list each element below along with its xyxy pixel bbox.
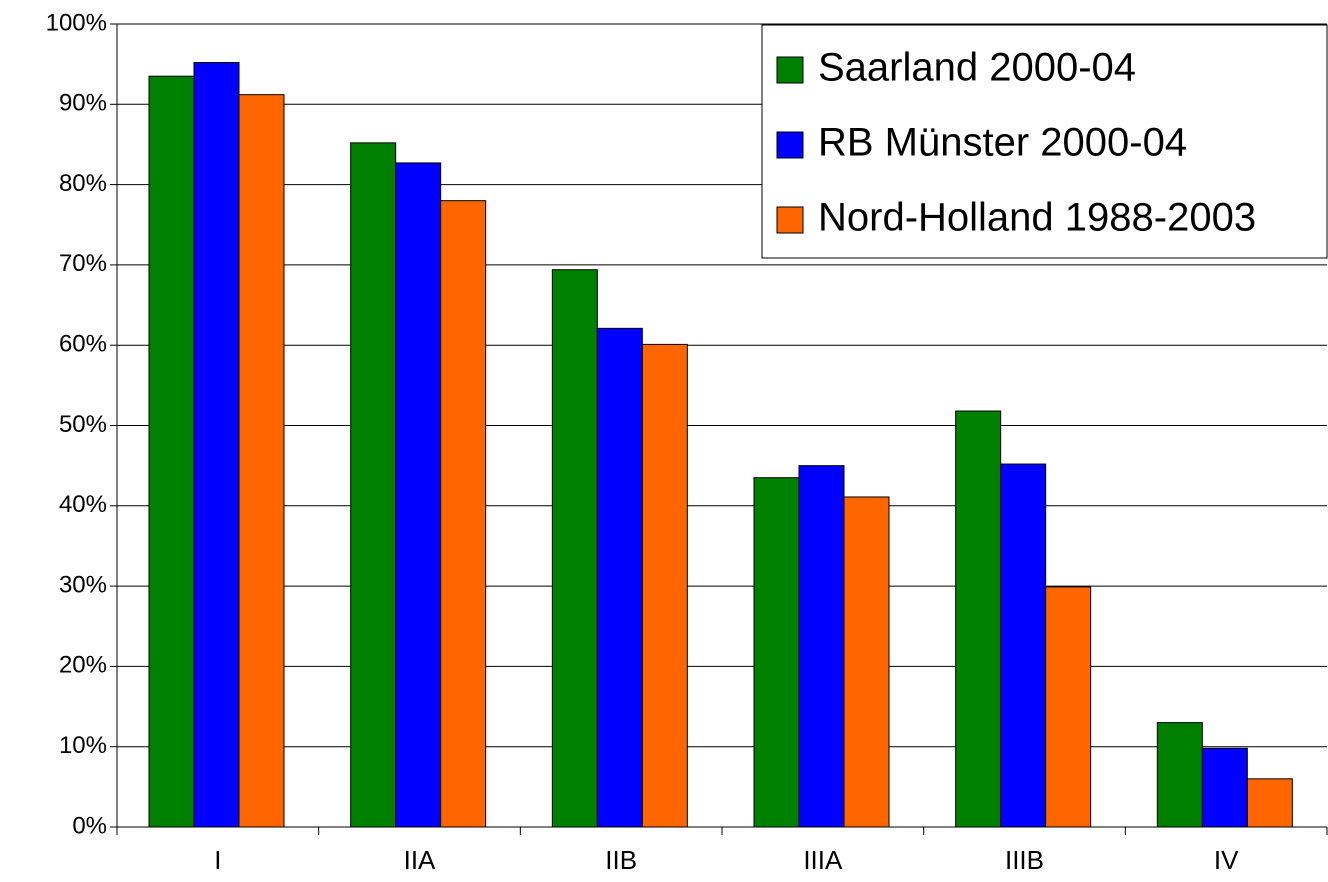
x-tick-label: IIIA (803, 845, 843, 875)
y-tick-label: 20% (59, 652, 107, 679)
bar (1246, 778, 1293, 828)
x-tick-label: IIA (404, 845, 436, 875)
bar (193, 62, 240, 828)
y-tick-label: 90% (59, 90, 107, 117)
y-tick-label: 60% (59, 331, 107, 358)
legend-swatch (776, 56, 804, 84)
legend-swatch (776, 206, 804, 234)
bar (1045, 586, 1092, 828)
bar (1201, 747, 1248, 828)
bar (1156, 722, 1203, 828)
bar (798, 465, 845, 828)
legend-box (761, 24, 1328, 259)
legend-swatch (776, 131, 804, 159)
y-tick-label: 10% (59, 732, 107, 759)
bar (955, 410, 1002, 828)
x-tick-label: IIIB (1005, 845, 1044, 875)
bar (395, 162, 442, 828)
y-tick-label: 50% (59, 411, 107, 438)
y-tick-label: 40% (59, 491, 107, 518)
bar (350, 142, 397, 828)
y-tick-label: 70% (59, 250, 107, 277)
bar (843, 496, 890, 828)
y-tick-label: 30% (59, 571, 107, 598)
legend-label: Nord-Holland 1988-2003 (818, 196, 1256, 240)
x-tick-label: IIB (605, 845, 637, 875)
bar (1000, 463, 1047, 828)
bar (753, 477, 800, 828)
legend-label: RB Münster 2000-04 (818, 121, 1187, 165)
legend-label: Saarland 2000-04 (818, 46, 1136, 90)
x-tick-label: I (214, 845, 221, 875)
bar (641, 343, 688, 828)
y-tick-label: 80% (59, 170, 107, 197)
bar (238, 94, 285, 828)
bar (551, 269, 598, 828)
bar (148, 75, 195, 828)
x-tick-label: IV (1214, 845, 1239, 875)
y-tick-label: 100% (46, 9, 107, 36)
bar (440, 200, 487, 828)
y-tick-label: 0% (72, 812, 107, 839)
bar (596, 327, 643, 828)
